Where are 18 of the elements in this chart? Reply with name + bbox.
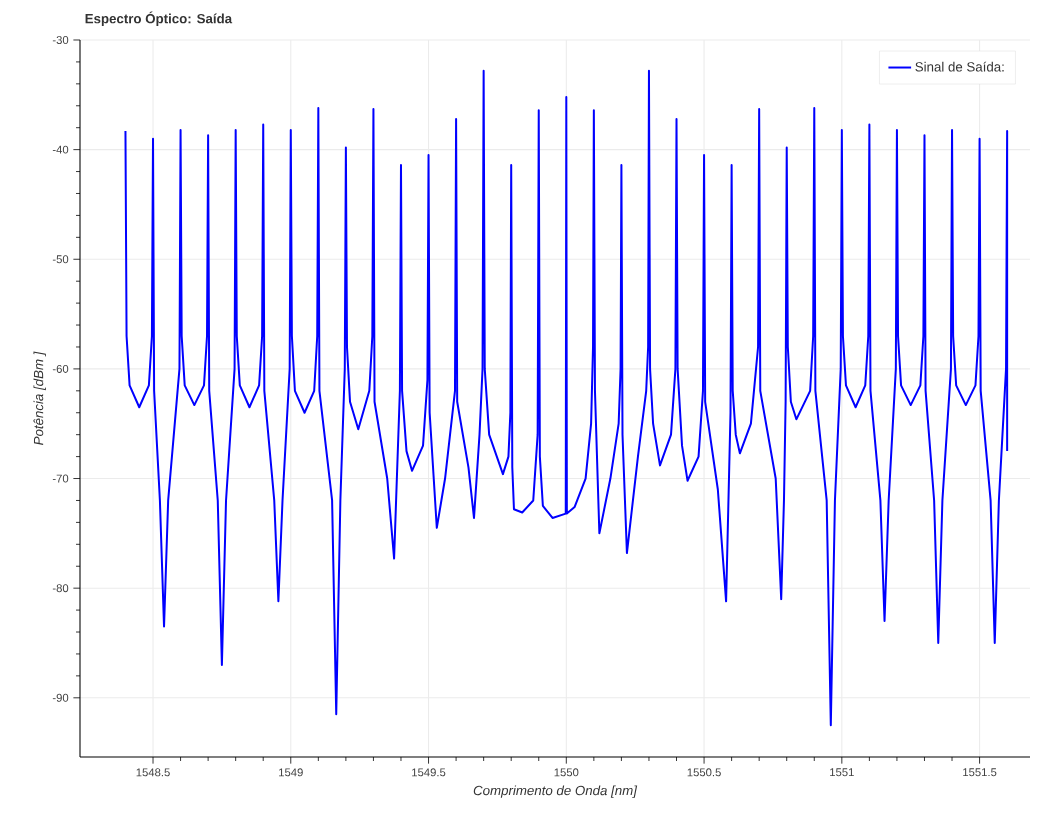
legend-label: Sinal de Saída: xyxy=(915,61,1004,72)
x-axis-title: Comprimento de Onda [nm] xyxy=(473,785,638,798)
y-tick-label: -80 xyxy=(52,584,69,593)
y-tick-label: -70 xyxy=(52,474,69,483)
y-tick-label: -90 xyxy=(52,693,69,702)
y-tick-label: -30 xyxy=(52,36,69,44)
y-tick-label: -40 xyxy=(52,145,69,154)
y-tick-label: -60 xyxy=(52,364,69,373)
x-tick-label: 1551 xyxy=(830,768,854,777)
x-tick-label: 1549 xyxy=(279,768,303,777)
x-tick-label: 1550.5 xyxy=(687,768,721,777)
x-tick-label: 1549.5 xyxy=(412,768,446,777)
y-axis-title: Potência [dBm ] xyxy=(33,351,46,445)
x-tick-label: 1550 xyxy=(554,768,579,777)
y-tick-label: -50 xyxy=(52,255,69,264)
chart-title: Espectro Óptico: Saída xyxy=(85,11,233,26)
x-tick-label: 1551.5 xyxy=(963,768,997,777)
x-tick-label: 1548.5 xyxy=(136,768,170,777)
